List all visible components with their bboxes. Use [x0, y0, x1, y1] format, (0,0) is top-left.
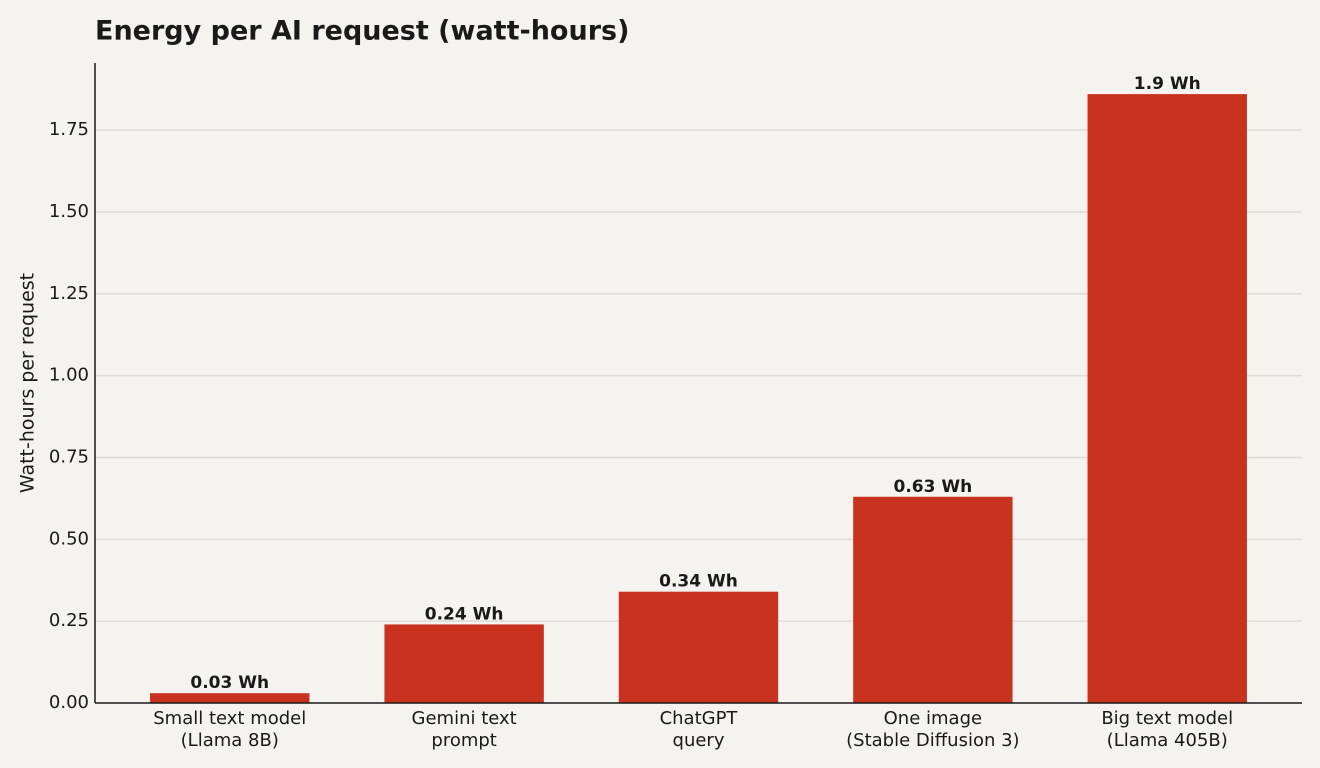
- y-tick-label: 1.75: [49, 119, 89, 140]
- bar: [853, 496, 1013, 703]
- y-tick-label: 1.25: [49, 283, 89, 304]
- value-label: 1.9 Wh: [1134, 74, 1201, 94]
- x-tick-label: Gemini text prompt: [412, 708, 517, 751]
- x-tick-label: Small text model (Llama 8B): [153, 708, 306, 751]
- x-tick-label: Big text model (Llama 405B): [1101, 708, 1233, 751]
- x-tick-label: One image (Stable Diffusion 3): [846, 708, 1019, 751]
- bar: [150, 693, 310, 703]
- y-axis-label: Watt-hours per request: [17, 273, 39, 493]
- y-tick-label: 0.00: [49, 692, 89, 713]
- value-label: 0.24 Wh: [425, 604, 504, 624]
- y-tick-label: 0.75: [49, 446, 89, 467]
- value-label: 0.34 Wh: [659, 572, 738, 592]
- y-tick-label: 0.50: [49, 528, 89, 549]
- value-label: 0.03 Wh: [190, 673, 269, 693]
- value-label: 0.63 Wh: [894, 477, 973, 497]
- bar: [1087, 94, 1247, 704]
- bar: [384, 624, 544, 703]
- y-tick-label: 1.50: [49, 201, 89, 222]
- chart-title: Energy per AI request (watt-hours): [95, 16, 629, 47]
- y-tick-label: 1.00: [49, 365, 89, 386]
- bar: [618, 591, 779, 703]
- y-tick-label: 0.25: [49, 610, 89, 631]
- x-tick-label: ChatGPT query: [660, 708, 739, 751]
